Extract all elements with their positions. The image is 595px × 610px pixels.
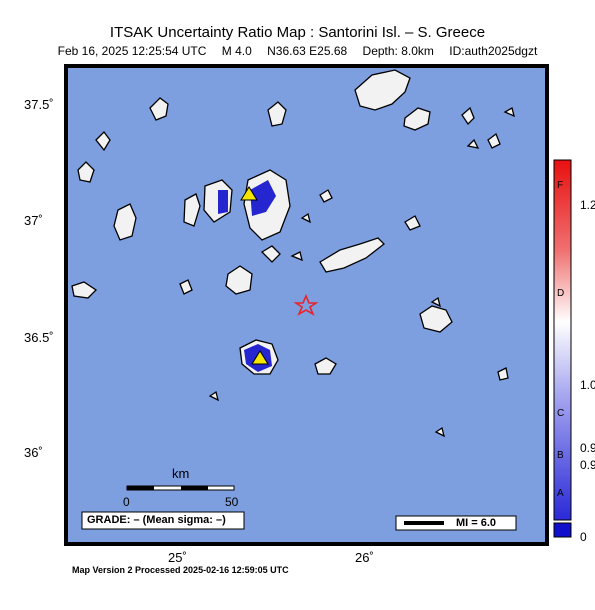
map-title: ITSAK Uncertainty Ratio Map : Santorini … xyxy=(109,24,486,41)
island-folegandros xyxy=(71,281,98,299)
scale-bar xyxy=(126,485,235,491)
colorbar-letter: A xyxy=(557,488,564,499)
epicenter-star xyxy=(293,293,319,316)
island-levitha xyxy=(404,215,421,231)
lat-label: 36˚ xyxy=(24,445,43,460)
island-kythnos xyxy=(95,131,111,152)
grade-box-frame xyxy=(81,511,245,530)
island-donousa xyxy=(319,189,333,203)
event-id: ID:auth2025dgzt xyxy=(449,44,538,58)
event-depth: Depth: 8.0km xyxy=(362,44,434,58)
island-tinos xyxy=(403,107,431,131)
event-date: Feb 16, 2025 12:25:54 UTC xyxy=(57,44,207,58)
island-iraklia xyxy=(260,245,281,263)
sea-area xyxy=(68,68,545,542)
patch-paros xyxy=(218,190,228,214)
station-marker-naxos xyxy=(240,186,258,201)
colorbar-value: 1.0 xyxy=(580,378,595,392)
island-small-s1 xyxy=(497,367,509,381)
colorbar-value: 0.9 xyxy=(580,441,595,455)
island-syros xyxy=(267,101,287,127)
colorbar-letter: B xyxy=(557,450,564,461)
island-small-s2 xyxy=(208,390,219,402)
colorbar-value: 0 xyxy=(580,530,587,544)
island-ios xyxy=(225,265,253,295)
colorbar xyxy=(553,159,572,521)
island-andros xyxy=(354,69,411,111)
island-serifos xyxy=(77,161,95,183)
island-delos xyxy=(503,107,515,118)
colorbar-value: 0.9 xyxy=(580,458,595,472)
island-small-ne2 xyxy=(466,138,480,149)
scale-min: 0 xyxy=(123,495,130,509)
island-sikinos xyxy=(179,279,193,295)
island-kinaros xyxy=(419,305,453,333)
mi-legend-line xyxy=(404,521,444,525)
mi-legend-frame xyxy=(395,515,517,531)
colorbar-letter: D xyxy=(557,288,565,299)
island-small-ne1 xyxy=(487,132,501,149)
lat-label: 37˚ xyxy=(24,213,43,228)
processing-footer: Map Version 2 Processed 2025-02-16 12:59… xyxy=(72,565,289,575)
mi-legend-text: MI = 6.0 xyxy=(456,517,497,529)
island-anafi xyxy=(314,357,337,375)
island-small-mid2 xyxy=(290,251,303,262)
lat-label: 37.5˚ xyxy=(24,97,54,112)
map-frame xyxy=(64,64,549,546)
lon-label: 25˚ xyxy=(168,550,187,565)
station-marker-santorini xyxy=(251,350,269,365)
colorbar-letter: C xyxy=(557,408,565,419)
island-amorgos xyxy=(319,237,385,273)
island-astypalaia xyxy=(430,296,441,308)
colorbar-value: 1.2 xyxy=(580,198,595,212)
island-mykonos xyxy=(461,106,475,126)
event-magnitude: M 4.0 xyxy=(221,44,252,58)
patch-naxos xyxy=(250,180,276,216)
lon-label: 26˚ xyxy=(355,550,374,565)
island-kea xyxy=(149,97,169,121)
island-sifnos xyxy=(113,203,137,241)
scale-max: 50 xyxy=(225,495,239,509)
grade-text: GRADE: – (Mean sigma: –) xyxy=(87,514,226,526)
island-small-mid1 xyxy=(300,212,311,224)
scale-unit: km xyxy=(172,466,190,481)
event-info: Feb 16, 2025 12:25:54 UTC M 4.0 N36.63 E… xyxy=(0,44,595,58)
island-small-s3 xyxy=(434,426,445,438)
lat-label: 36.5˚ xyxy=(24,330,54,345)
colorbar-letter: F xyxy=(557,180,564,191)
event-location: N36.63 E25.68 xyxy=(267,44,348,58)
colorbar-zero-swatch xyxy=(553,522,572,538)
island-antiparos xyxy=(183,193,201,227)
